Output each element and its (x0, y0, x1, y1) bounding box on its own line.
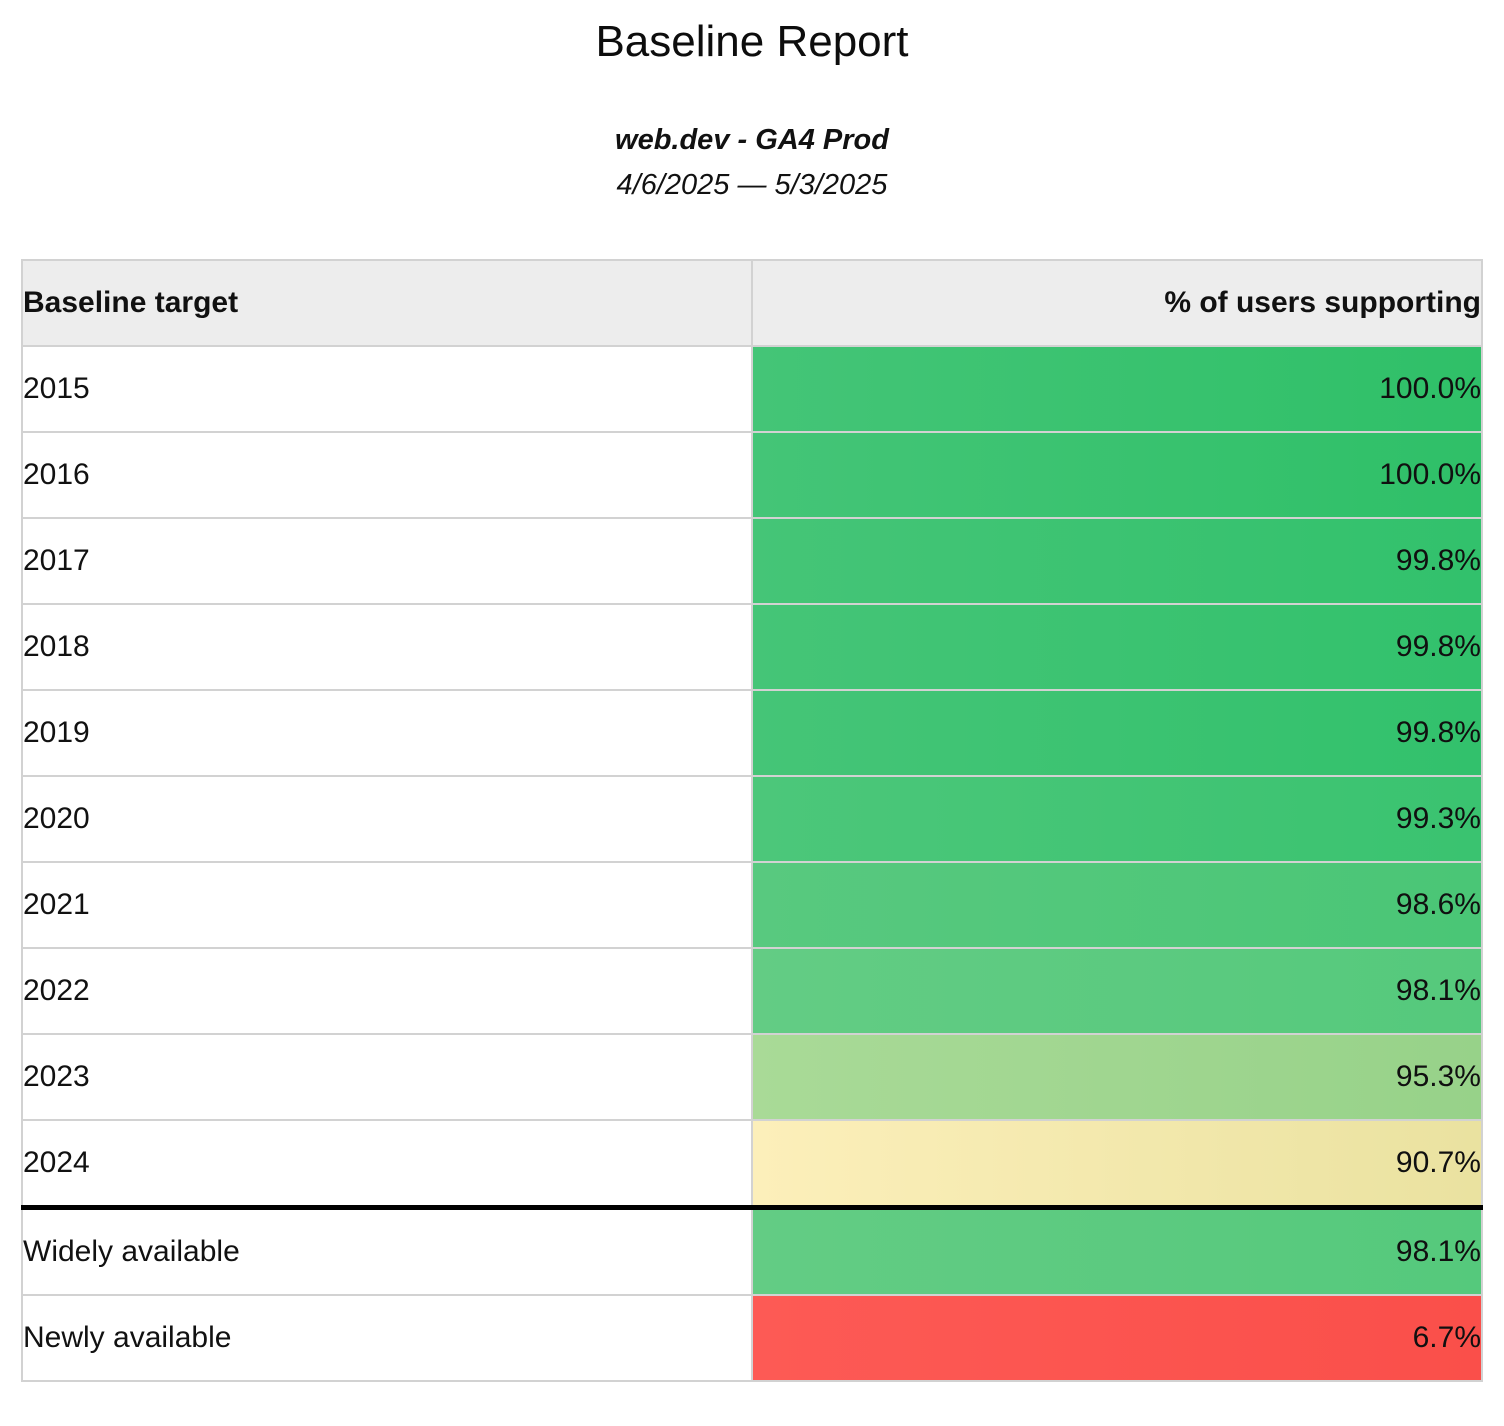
table-row: 2022 98.1% (21, 946, 1483, 1035)
baseline-target-cell: 2021 (21, 860, 753, 949)
percent-supporting-cell: 99.8% (751, 516, 1483, 605)
percent-supporting-cell: 100.0% (751, 430, 1483, 519)
baseline-target-cell: 2020 (21, 774, 753, 863)
table-row: 2021 98.6% (21, 860, 1483, 949)
baseline-target-cell: 2022 (21, 946, 753, 1035)
percent-supporting-cell: 100.0% (751, 344, 1483, 433)
table-row: 2024 90.7% (21, 1118, 1483, 1209)
baseline-target-cell: 2017 (21, 516, 753, 605)
report-property-name: web.dev - GA4 Prod (615, 123, 889, 156)
table-row: 2023 95.3% (21, 1032, 1483, 1121)
table-row: 2020 99.3% (21, 774, 1483, 863)
percent-supporting-cell: 99.8% (751, 602, 1483, 691)
baseline-target-cell: 2023 (21, 1032, 753, 1121)
percent-supporting-cell: 90.7% (751, 1118, 1483, 1209)
table-header-row: Baseline target % of users supporting (21, 258, 1483, 347)
percent-supporting-cell: 99.3% (751, 774, 1483, 863)
percent-supporting-cell: 98.1% (751, 946, 1483, 1035)
table-row: 2019 99.8% (21, 688, 1483, 777)
report-meta: web.dev - GA4 Prod 4/6/2025 — 5/3/2025 (0, 118, 1504, 208)
page-title: Baseline Report (595, 17, 909, 66)
percent-supporting-cell: 98.1% (751, 1204, 1483, 1296)
table-row: Widely available 98.1% (21, 1204, 1483, 1296)
baseline-target-cell: 2024 (21, 1118, 753, 1209)
baseline-target-cell: 2019 (21, 688, 753, 777)
percent-supporting-cell: 98.6% (751, 860, 1483, 949)
baseline-target-cell: 2018 (21, 602, 753, 691)
column-header-baseline-target: Baseline target (21, 258, 753, 347)
table-row: 2018 99.8% (21, 602, 1483, 691)
baseline-table: Baseline target % of users supporting 20… (21, 258, 1483, 1382)
table-body: 2015 100.0% 2016 100.0% 2017 99.8% 2018 … (21, 344, 1483, 1382)
table-row: 2017 99.8% (21, 516, 1483, 605)
percent-supporting-cell: 99.8% (751, 688, 1483, 777)
baseline-target-cell: Newly available (21, 1293, 753, 1382)
baseline-target-cell: 2016 (21, 430, 753, 519)
percent-supporting-cell: 6.7% (751, 1293, 1483, 1382)
baseline-target-cell: 2015 (21, 344, 753, 433)
table-row: 2016 100.0% (21, 430, 1483, 519)
baseline-target-cell: Widely available (21, 1204, 753, 1296)
column-header-percent-users: % of users supporting (751, 258, 1483, 347)
report-date-range: 4/6/2025 — 5/3/2025 (616, 168, 888, 201)
table-row: 2015 100.0% (21, 344, 1483, 433)
percent-supporting-cell: 95.3% (751, 1032, 1483, 1121)
table-row: Newly available 6.7% (21, 1293, 1483, 1382)
